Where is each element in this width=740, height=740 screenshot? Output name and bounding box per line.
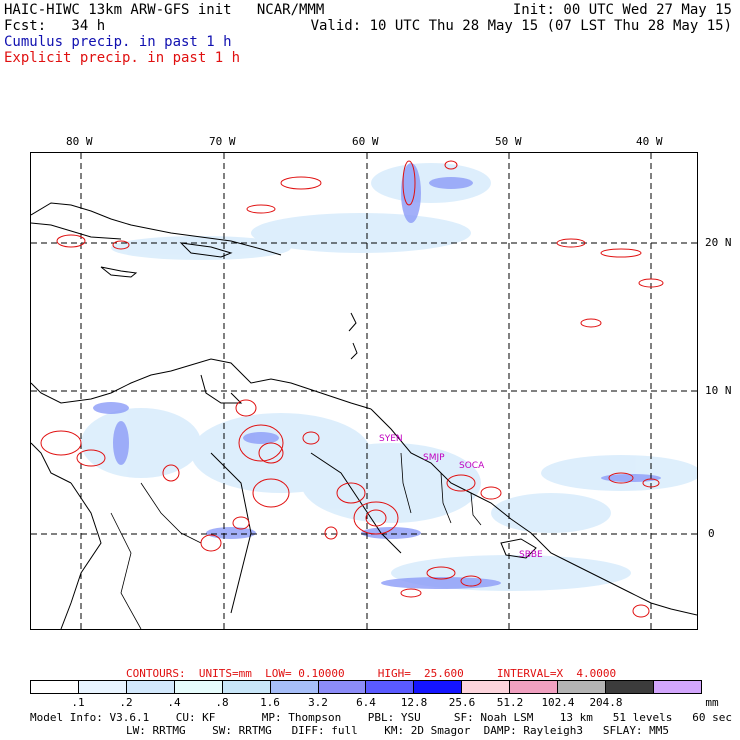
station-soca: SOCA bbox=[459, 461, 485, 471]
lat-label-20n: 20 N bbox=[705, 236, 732, 249]
colorbar-tick-label: 3.2 bbox=[308, 696, 328, 709]
model-info-line1: Model Info: V3.6.1 CU: KF MP: Thompson P… bbox=[30, 711, 732, 724]
coastlines bbox=[31, 202, 697, 629]
contour-prefix: CONTOURS: bbox=[126, 667, 186, 680]
legend-cumulus: Cumulus precip. in past 1 h bbox=[4, 34, 232, 50]
contour-low: LOW= 0.10000 bbox=[265, 667, 345, 680]
map-canvas: SYEN SMJP SOCA SBBE bbox=[31, 153, 697, 629]
colorbar-tick-label: 102.4 bbox=[541, 696, 575, 709]
colorbar-segment bbox=[126, 681, 175, 693]
colorbar-tick-label: 51.2 bbox=[496, 696, 524, 709]
colorbar-segment bbox=[653, 681, 701, 693]
contour-info: CONTOURS: UNITS=mm LOW= 0.10000 HIGH= 25… bbox=[126, 668, 616, 680]
model-info-line2: LW: RRTMG SW: RRTMG DIFF: full KM: 2D Sm… bbox=[126, 724, 670, 737]
colorbar-tick-label: 25.6 bbox=[448, 696, 476, 709]
lon-label-40w: 40 W bbox=[636, 135, 663, 148]
precip-map: SYEN SMJP SOCA SBBE bbox=[30, 152, 698, 630]
colorbar-segment bbox=[510, 681, 559, 693]
colorbar-segment bbox=[78, 681, 127, 693]
colorbar-tick-label: .4 bbox=[167, 696, 181, 709]
colorbar-segment bbox=[222, 681, 271, 693]
lat-lon-grid bbox=[31, 153, 697, 629]
lon-label-70w: 70 W bbox=[209, 135, 236, 148]
colorbar-tick-label: 1.6 bbox=[260, 696, 280, 709]
cumulus-shading bbox=[81, 163, 697, 591]
colorbar-tick-label: 6.4 bbox=[356, 696, 376, 709]
init-time: Init: 00 UTC Wed 27 May 15 bbox=[512, 2, 732, 18]
colorbar-tick-label: .8 bbox=[215, 696, 229, 709]
colorbar-tick-label: .2 bbox=[119, 696, 133, 709]
colorbar-segment bbox=[606, 681, 654, 693]
colorbar-segment bbox=[366, 681, 415, 693]
lon-label-80w: 80 W bbox=[66, 135, 93, 148]
colorbar-segment bbox=[462, 681, 511, 693]
legend-explicit: Explicit precip. in past 1 h bbox=[4, 50, 241, 66]
station-labels: SYEN SMJP SOCA SBBE bbox=[379, 434, 543, 560]
lat-label-10n: 10 N bbox=[705, 384, 732, 397]
station-sbbe: SBBE bbox=[519, 550, 543, 560]
explicit-precip-contours bbox=[40, 160, 664, 618]
forecast-hour: Fcst: 34 h bbox=[4, 18, 106, 34]
country-borders bbox=[110, 452, 482, 629]
colorbar-unit: mm bbox=[705, 696, 719, 709]
lat-label-0: 0 bbox=[708, 527, 715, 540]
precip-colorbar bbox=[30, 680, 702, 694]
cumulus-medium bbox=[93, 163, 661, 589]
contour-interval: INTERVAL=X 4.0000 bbox=[496, 667, 617, 680]
colorbar-segment bbox=[31, 681, 79, 693]
colorbar-tick-label: 204.8 bbox=[589, 696, 623, 709]
colorbar-segment bbox=[558, 681, 607, 693]
colorbar-segment bbox=[270, 681, 319, 693]
contour-high: HIGH= 25.600 bbox=[377, 667, 464, 680]
colorbar-tick-label: .1 bbox=[71, 696, 85, 709]
colorbar-segment bbox=[414, 681, 463, 693]
station-syen: SYEN bbox=[379, 434, 403, 444]
lon-label-60w: 60 W bbox=[352, 135, 379, 148]
colorbar-segment bbox=[318, 681, 367, 693]
station-smjp: SMJP bbox=[423, 453, 445, 463]
valid-time: Valid: 10 UTC Thu 28 May 15 (07 LST Thu … bbox=[310, 18, 732, 34]
contour-units: UNITS=mm bbox=[198, 667, 252, 680]
colorbar-segment bbox=[174, 681, 223, 693]
plot-title: HAIC-HIWC 13km ARW-GFS init NCAR/MMM bbox=[4, 2, 325, 18]
lon-label-50w: 50 W bbox=[495, 135, 522, 148]
colorbar-tick-label: 12.8 bbox=[400, 696, 428, 709]
